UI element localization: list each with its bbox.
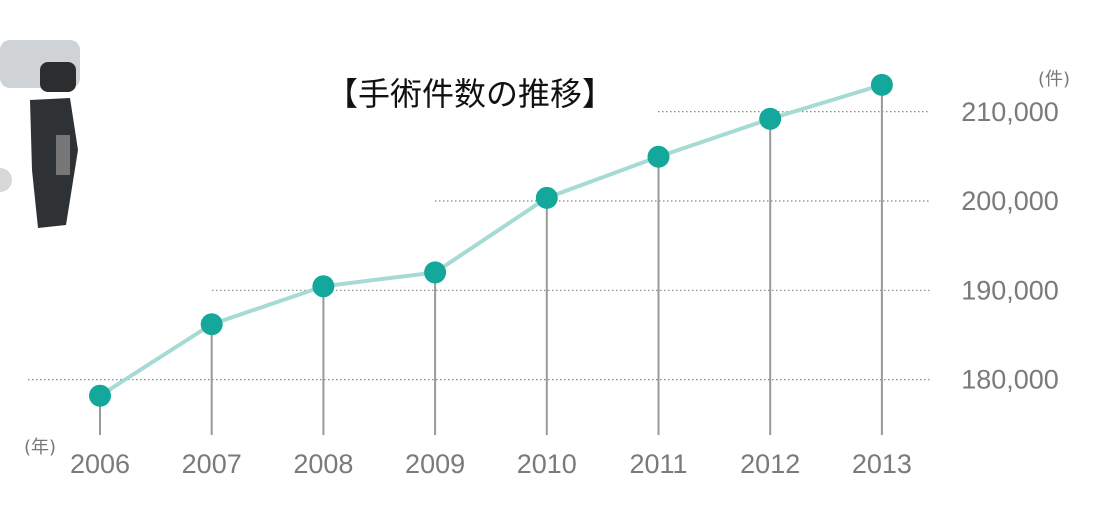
data-point xyxy=(647,145,670,168)
x-tick-label: 2009 xyxy=(405,449,465,479)
x-tick-label: 2010 xyxy=(517,449,577,479)
data-point xyxy=(870,73,893,96)
x-tick-label: 2012 xyxy=(740,449,800,479)
x-tick-label: 2007 xyxy=(182,449,242,479)
y-tick-label: 190,000 xyxy=(961,275,1059,305)
data-line xyxy=(98,82,883,398)
x-tick-label: 2011 xyxy=(629,449,687,479)
data-point xyxy=(759,107,782,130)
y-tick-label: 210,000 xyxy=(961,97,1059,127)
data-point xyxy=(424,261,447,284)
x-tick-label: 2006 xyxy=(70,449,130,479)
data-point xyxy=(535,186,558,209)
x-tick-label: 2008 xyxy=(293,449,353,479)
data-point xyxy=(200,313,223,336)
data-point xyxy=(89,384,111,407)
y-unit: (件) xyxy=(1038,69,1070,90)
chart-title: 【手術件数の推移】 xyxy=(326,75,614,113)
product-photo xyxy=(0,40,80,228)
x-tick-label: 2013 xyxy=(852,449,912,479)
x-unit: (年) xyxy=(24,437,56,458)
y-tick-label: 180,000 xyxy=(961,365,1059,395)
y-tick-label: 200,000 xyxy=(961,186,1059,216)
data-point xyxy=(312,275,335,298)
